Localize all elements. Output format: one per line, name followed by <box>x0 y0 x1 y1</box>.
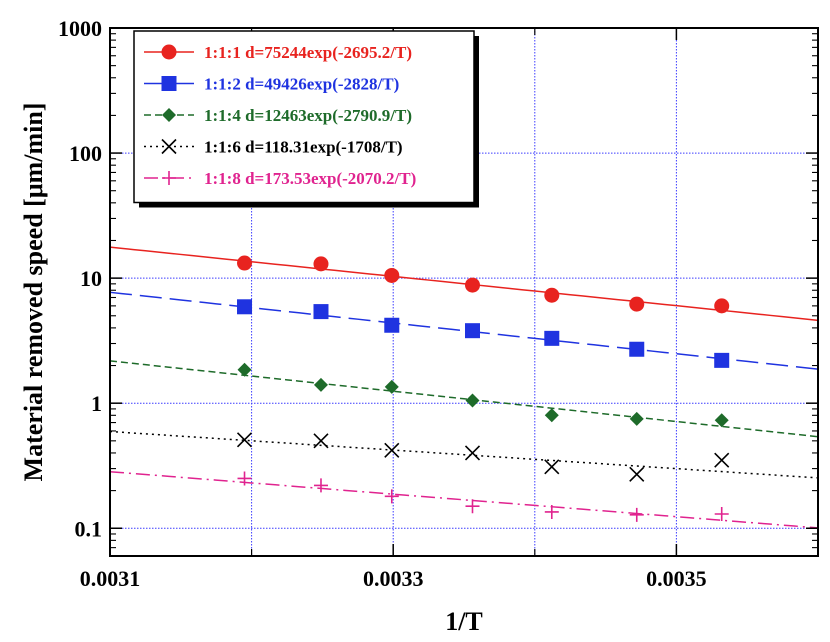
y-tick-label: 0.1 <box>75 516 103 541</box>
data-point-series-2 <box>313 304 329 320</box>
fit-line-series-3 <box>109 360 819 438</box>
legend-items: 1:1:1 d=75244exp(-2695.2/T) 1:1:2 d=49426… <box>144 43 416 188</box>
data-point-series-4 <box>544 459 560 475</box>
legend: 1:1:1 d=75244exp(-2695.2/T) 1:1:2 d=49426… <box>133 30 479 208</box>
data-point-series-4 <box>384 442 400 458</box>
legend-marker <box>161 138 177 155</box>
data-point-series-4 <box>464 445 481 461</box>
data-point-series-4 <box>313 433 329 449</box>
data-point-series-5 <box>629 507 644 522</box>
data-point-series-2 <box>544 330 560 346</box>
data-point-series-3 <box>465 393 480 408</box>
y-tick-label: 100 <box>69 141 102 166</box>
data-point-series-3 <box>629 411 644 426</box>
fit-line-series-1 <box>109 246 819 322</box>
data-point-series-3 <box>384 379 399 394</box>
data-point-series-4 <box>714 452 730 468</box>
fit-line-series-4 <box>109 430 819 479</box>
plot-frame <box>109 27 819 557</box>
legend-marker <box>161 76 177 91</box>
x-tick-label: 0.0033 <box>363 566 424 591</box>
legend-marker <box>162 108 176 122</box>
data-point-series-1 <box>464 277 480 293</box>
data-point-series-1 <box>629 296 645 312</box>
fit-lines <box>109 246 819 529</box>
legend-label: 1:1:8 d=173.53exp(-2070.2/T) <box>204 169 416 188</box>
legend-box <box>133 30 475 204</box>
y-tick-label: 10 <box>80 266 102 291</box>
y-tick-label: 1000 <box>58 16 102 41</box>
data-point-series-2 <box>464 323 480 339</box>
axis-ticks <box>109 28 818 557</box>
data-point-series-5 <box>714 507 729 522</box>
data-point-series-1 <box>544 287 560 303</box>
data-point-series-1 <box>313 256 329 272</box>
data-point-series-1 <box>714 298 730 314</box>
data-point-series-5 <box>313 478 328 493</box>
legend-label: 1:1:2 d=49426exp(-2828/T) <box>204 75 399 94</box>
legend-label: 1:1:4 d=12463exp(-2790.9/T) <box>204 106 412 125</box>
data-point-series-1 <box>384 267 400 283</box>
data-point-series-3 <box>237 362 252 377</box>
data-point-series-3 <box>544 408 559 423</box>
legend-entry: 1:1:6 d=118.31exp(-1708/T) <box>144 138 403 157</box>
y-tick-label: 1 <box>91 391 102 416</box>
data-point-series-2 <box>629 341 645 357</box>
legend-marker <box>161 44 177 60</box>
data-point-series-5 <box>237 471 252 486</box>
data-point-series-5 <box>465 499 480 514</box>
data-points <box>236 255 730 522</box>
legend-entry: 1:1:2 d=49426exp(-2828/T) <box>144 75 399 94</box>
data-point-series-4 <box>629 466 645 482</box>
tick-labels: 0.0031 0.0033 0.0035 0.1 1 10 100 1000 <box>58 16 707 591</box>
data-point-series-1 <box>237 255 253 271</box>
data-point-series-5 <box>384 489 399 504</box>
data-point-series-3 <box>313 377 328 392</box>
legend-label: 1:1:1 d=75244exp(-2695.2/T) <box>204 43 412 62</box>
data-point-series-3 <box>714 413 729 428</box>
legend-entry: 1:1:4 d=12463exp(-2790.9/T) <box>144 106 412 125</box>
data-point-series-2 <box>384 317 400 333</box>
legend-entry: 1:1:8 d=173.53exp(-2070.2/T) <box>144 169 416 188</box>
x-tick-label: 0.0031 <box>80 566 141 591</box>
data-point-series-2 <box>237 299 253 315</box>
data-point-series-2 <box>714 352 730 368</box>
legend-marker <box>162 171 176 185</box>
data-point-series-4 <box>236 432 253 448</box>
fit-line-series-2 <box>109 291 819 370</box>
x-axis-label: 1/T <box>445 607 483 636</box>
data-point-series-5 <box>544 504 559 519</box>
legend-label: 1:1:6 d=118.31exp(-1708/T) <box>204 138 403 157</box>
legend-entry: 1:1:1 d=75244exp(-2695.2/T) <box>144 43 412 62</box>
x-tick-label: 0.0035 <box>646 566 707 591</box>
y-axis-label: Material removed speed [μm/min] <box>19 103 48 482</box>
fit-line-series-5 <box>109 470 819 529</box>
